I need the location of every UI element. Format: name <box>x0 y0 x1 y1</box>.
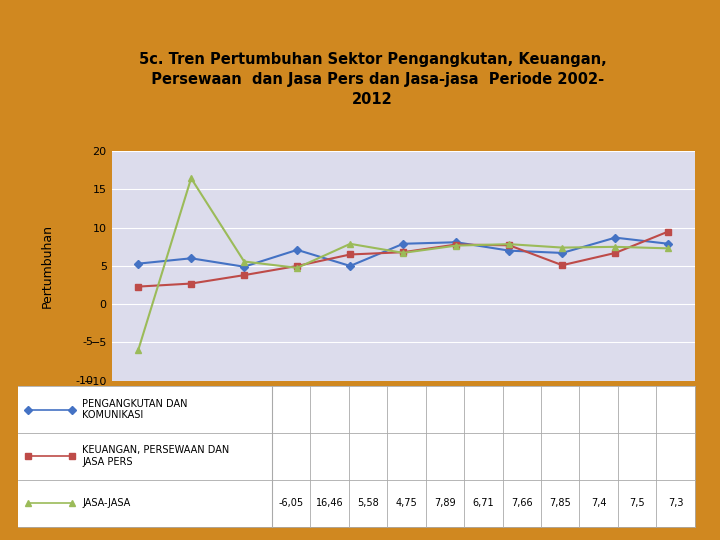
Bar <box>18 386 695 433</box>
Text: 6,71: 6,71 <box>472 498 494 508</box>
Text: 5,58: 5,58 <box>357 498 379 508</box>
Text: PENGANGKUTAN DAN
KOMUNIKASI: PENGANGKUTAN DAN KOMUNIKASI <box>82 399 188 420</box>
Text: 7,5: 7,5 <box>629 498 645 508</box>
Text: 16,46: 16,46 <box>315 498 343 508</box>
Text: 7,4: 7,4 <box>591 498 606 508</box>
Text: 7,66: 7,66 <box>511 498 533 508</box>
Bar <box>18 433 695 480</box>
Text: -10: -10 <box>76 376 94 386</box>
Text: -5: -5 <box>83 338 94 347</box>
Text: 7,89: 7,89 <box>434 498 456 508</box>
Text: 7,85: 7,85 <box>549 498 571 508</box>
Text: -6,05: -6,05 <box>279 498 304 508</box>
Text: KEUANGAN, PERSEWAAN DAN
JASA PERS: KEUANGAN, PERSEWAAN DAN JASA PERS <box>82 446 230 467</box>
Text: 7,3: 7,3 <box>668 498 683 508</box>
Bar <box>18 480 695 526</box>
Text: Pertumbuhan: Pertumbuhan <box>40 224 53 308</box>
Text: 4,75: 4,75 <box>395 498 418 508</box>
Text: JASA-JASA: JASA-JASA <box>82 498 130 508</box>
Text: 5c. Tren Pertumbuhan Sektor Pengangkutan, Keuangan,
  Persewaan  dan Jasa Pers d: 5c. Tren Pertumbuhan Sektor Pengangkutan… <box>139 52 606 107</box>
